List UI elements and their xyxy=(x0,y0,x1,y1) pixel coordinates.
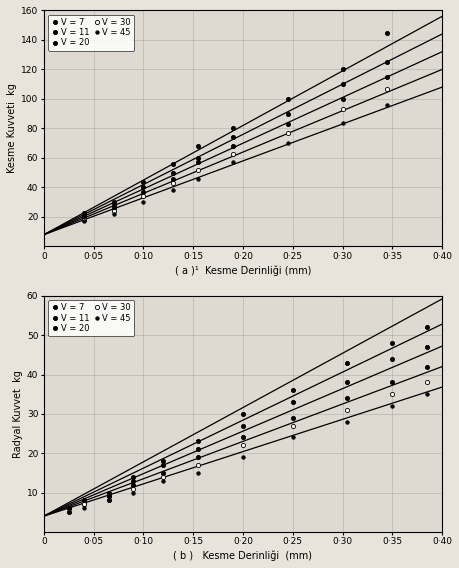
Legend: V = 7, V = 11, V = 20, V = 30, V = 45: V = 7, V = 11, V = 20, V = 30, V = 45 xyxy=(48,300,134,336)
Y-axis label: Radyal Kuvvet  kg: Radyal Kuvvet kg xyxy=(13,370,22,458)
Y-axis label: Kesme Kuvveti  kg: Kesme Kuvveti kg xyxy=(7,83,17,173)
X-axis label: ( a )¹  Kesme Derinliği (mm): ( a )¹ Kesme Derinliği (mm) xyxy=(175,265,311,275)
X-axis label: ( b )   Kesme Derinliği  (mm): ( b ) Kesme Derinliği (mm) xyxy=(174,550,313,561)
Legend: V = 7, V = 11, V = 20, V = 30, V = 45: V = 7, V = 11, V = 20, V = 30, V = 45 xyxy=(48,15,134,51)
